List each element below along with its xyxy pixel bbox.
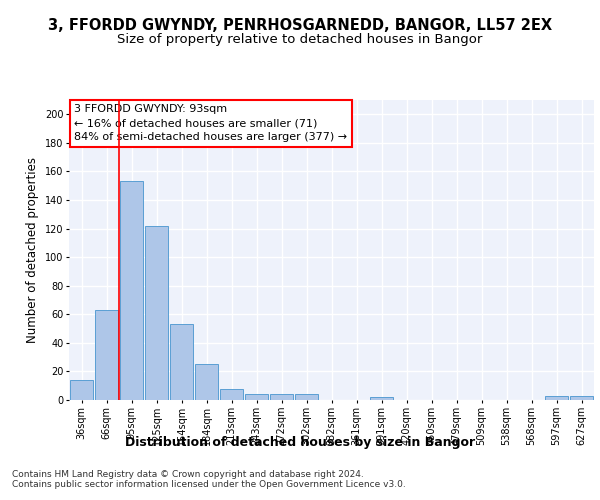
- Bar: [220, 388, 244, 400]
- Bar: [194, 364, 218, 400]
- Text: 3 FFORDD GWYNDY: 93sqm
← 16% of detached houses are smaller (71)
84% of semi-det: 3 FFORDD GWYNDY: 93sqm ← 16% of detached…: [74, 104, 347, 142]
- Text: Contains HM Land Registry data © Crown copyright and database right 2024.
Contai: Contains HM Land Registry data © Crown c…: [12, 470, 406, 490]
- Bar: [170, 324, 193, 400]
- Bar: [119, 182, 143, 400]
- Bar: [95, 310, 118, 400]
- Text: 3, FFORDD GWYNDY, PENRHOSGARNEDD, BANGOR, LL57 2EX: 3, FFORDD GWYNDY, PENRHOSGARNEDD, BANGOR…: [48, 18, 552, 32]
- Bar: [569, 396, 593, 400]
- Y-axis label: Number of detached properties: Number of detached properties: [26, 157, 40, 343]
- Text: Size of property relative to detached houses in Bangor: Size of property relative to detached ho…: [118, 34, 482, 46]
- Bar: [370, 397, 394, 400]
- Bar: [295, 394, 319, 400]
- Bar: [545, 396, 568, 400]
- Bar: [70, 380, 94, 400]
- Bar: [269, 394, 293, 400]
- Bar: [245, 394, 268, 400]
- Bar: [145, 226, 169, 400]
- Text: Distribution of detached houses by size in Bangor: Distribution of detached houses by size …: [125, 436, 475, 449]
